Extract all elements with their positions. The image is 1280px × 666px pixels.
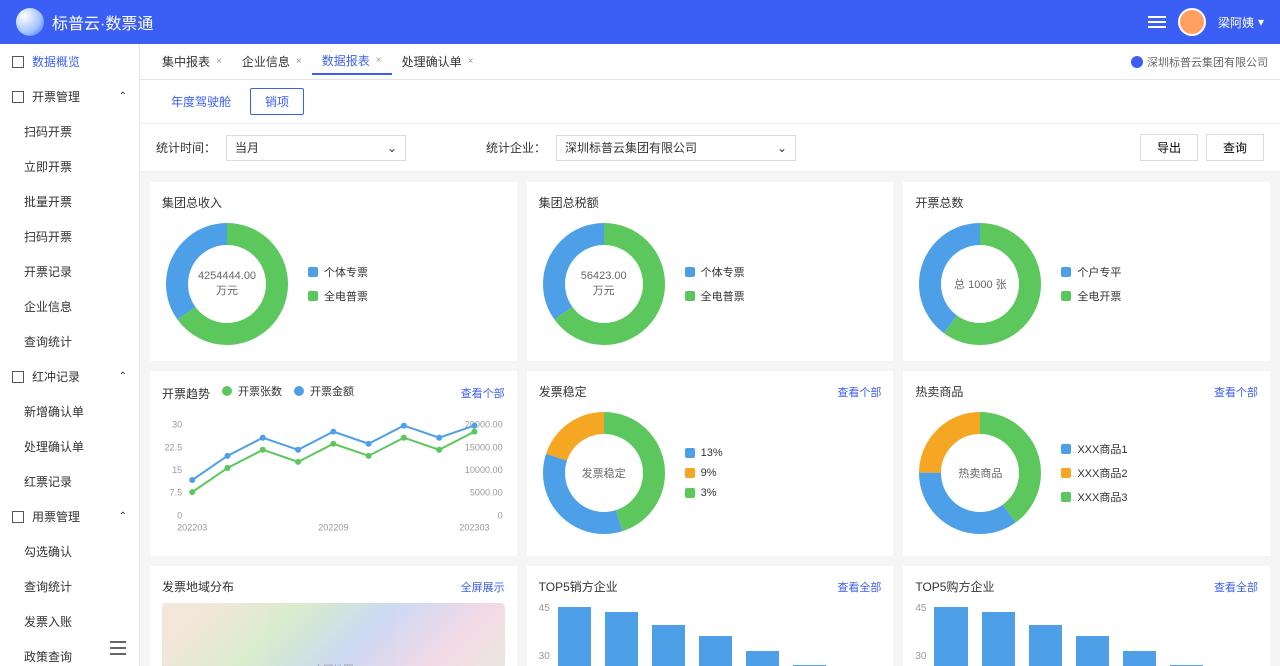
bar — [1123, 651, 1156, 666]
chevron-down-icon: ⌄ — [387, 141, 397, 155]
logo-icon — [16, 8, 44, 36]
tab[interactable]: 集中报表× — [152, 49, 232, 74]
svg-text:0: 0 — [498, 510, 503, 520]
svg-text:202209: 202209 — [318, 522, 348, 532]
sidebar-item[interactable]: 红冲记录⌃ — [0, 359, 139, 394]
app-header: 标普云·数票通 梁阿姨 ▾ — [0, 0, 1280, 44]
bar — [558, 607, 591, 666]
time-value: 当月 — [235, 139, 259, 156]
svg-text:20000.00: 20000.00 — [465, 420, 503, 430]
sidebar-item[interactable]: 查询统计 — [0, 569, 139, 604]
enterprise-select[interactable]: 深圳标普云集团有限公司 ⌄ — [556, 135, 796, 161]
sidebar-item[interactable]: 开票记录 — [0, 254, 139, 289]
time-select[interactable]: 当月 ⌄ — [226, 135, 406, 161]
sidebar-item[interactable]: 处理确认单 — [0, 429, 139, 464]
subtabs: 年度驾驶舱销项 — [140, 80, 1280, 124]
chevron-down-icon: ▾ — [1258, 15, 1264, 29]
bar — [605, 612, 638, 666]
sidebar-item[interactable]: 用票管理⌃ — [0, 499, 139, 534]
tab[interactable]: 处理确认单× — [392, 49, 484, 74]
tabs-bar: 集中报表×企业信息×数据报表×处理确认单× 深圳标普云集团有限公司 — [140, 44, 1280, 80]
card-map: 发票地域分布全屏展示 中国地图 — [150, 566, 517, 666]
subtab[interactable]: 年度驾驶舱 — [156, 88, 246, 115]
sidebar-item[interactable]: 查询统计 — [0, 324, 139, 359]
bar — [652, 625, 685, 666]
user-name-text: 梁阿姨 — [1218, 14, 1254, 31]
export-button[interactable]: 导出 — [1140, 134, 1198, 161]
logo: 标普云·数票通 — [16, 8, 153, 36]
sidebar-item[interactable]: 批量开票 — [0, 184, 139, 219]
query-button[interactable]: 查询 — [1206, 134, 1264, 161]
tab[interactable]: 数据报表× — [312, 48, 392, 75]
bar — [1076, 636, 1109, 666]
sidebar-item[interactable]: 数据概览 — [0, 44, 139, 79]
chevron-down-icon: ⌄ — [777, 141, 787, 155]
enterprise-label: 统计企业： — [486, 139, 546, 156]
card-count: 开票总数 总 1000 张 个户专平全电开票 — [903, 182, 1270, 361]
bar — [1029, 625, 1062, 666]
filter-bar: 统计时间： 当月 ⌄ 统计企业： 深圳标普云集团有限公司 ⌄ 导出 查询 — [140, 124, 1280, 172]
card-products: 热卖商品查看个部 热卖商品 XXX商品1XXX商品2XXX商品3 — [903, 371, 1270, 556]
card-top-seller: TOP5销方企业查看全部 453015 — [527, 566, 894, 666]
svg-text:5000.00: 5000.00 — [470, 488, 503, 498]
close-icon[interactable]: × — [216, 56, 222, 67]
close-icon[interactable]: × — [468, 56, 474, 67]
map-placeholder: 中国地图 — [162, 603, 505, 666]
card-revenue: 集团总收入 4254444.00万元 个体专票全电普票 — [150, 182, 517, 361]
view-more-link[interactable]: 查看个部 — [461, 385, 505, 401]
sidebar-item[interactable]: 企业信息 — [0, 289, 139, 324]
svg-text:202203: 202203 — [177, 522, 207, 532]
sidebar-item[interactable]: 立即开票 — [0, 149, 139, 184]
card-top-buyer: TOP5购方企业查看全部 453015 — [903, 566, 1270, 666]
view-more-link[interactable]: 查看全部 — [837, 579, 881, 595]
bar — [746, 651, 779, 666]
subtab[interactable]: 销项 — [250, 88, 304, 115]
fullscreen-link[interactable]: 全屏展示 — [461, 579, 505, 595]
svg-text:7.5: 7.5 — [170, 488, 183, 498]
sidebar-item[interactable]: 勾选确认 — [0, 534, 139, 569]
close-icon[interactable]: × — [296, 56, 302, 67]
svg-text:0: 0 — [177, 510, 182, 520]
tab[interactable]: 企业信息× — [232, 49, 312, 74]
sidebar-item[interactable]: 新增确认单 — [0, 394, 139, 429]
app-title: 标普云·数票通 — [52, 10, 153, 34]
sidebar-item[interactable]: 发票入账 — [0, 604, 139, 639]
avatar[interactable] — [1178, 8, 1206, 36]
bar — [934, 607, 967, 666]
card-tax: 集团总税额 56423.00万元 个体专票全电普票 — [527, 182, 894, 361]
view-more-link[interactable]: 查看全部 — [1214, 579, 1258, 595]
sidebar-item[interactable]: 红票记录 — [0, 464, 139, 499]
dashboard-content: 集团总收入 4254444.00万元 个体专票全电普票 集团总税额 56423.… — [140, 172, 1280, 666]
bar — [699, 636, 732, 666]
sidebar-item[interactable]: 扫码开票 — [0, 219, 139, 254]
time-label: 统计时间： — [156, 139, 216, 156]
close-icon[interactable]: × — [376, 55, 382, 66]
svg-text:202303: 202303 — [459, 522, 489, 532]
menu-icon[interactable] — [1148, 16, 1166, 28]
sidebar-collapse-icon[interactable] — [110, 641, 126, 658]
svg-text:15000.00: 15000.00 — [465, 442, 503, 452]
sidebar-item[interactable]: 扫码开票 — [0, 114, 139, 149]
svg-text:15: 15 — [172, 465, 182, 475]
sidebar: 数据概览开票管理⌃扫码开票立即开票批量开票扫码开票开票记录企业信息查询统计红冲记… — [0, 44, 140, 666]
bar — [982, 612, 1015, 666]
user-menu[interactable]: 梁阿姨 ▾ — [1218, 14, 1264, 31]
sidebar-item[interactable]: 开票管理⌃ — [0, 79, 139, 114]
svg-text:22.5: 22.5 — [165, 442, 183, 452]
card-trend: 开票趋势 开票张数开票金额 查看个部 3022.5157.5020000.001… — [150, 371, 517, 556]
company-indicator: 深圳标普云集团有限公司 — [1131, 54, 1268, 70]
svg-text:10000.00: 10000.00 — [465, 465, 503, 475]
card-rate: 发票稳定查看个部 发票稳定 13%9%3% — [527, 371, 894, 556]
enterprise-value: 深圳标普云集团有限公司 — [565, 139, 697, 156]
view-more-link[interactable]: 查看个部 — [1214, 384, 1258, 400]
svg-text:30: 30 — [172, 420, 182, 430]
view-more-link[interactable]: 查看个部 — [837, 384, 881, 400]
